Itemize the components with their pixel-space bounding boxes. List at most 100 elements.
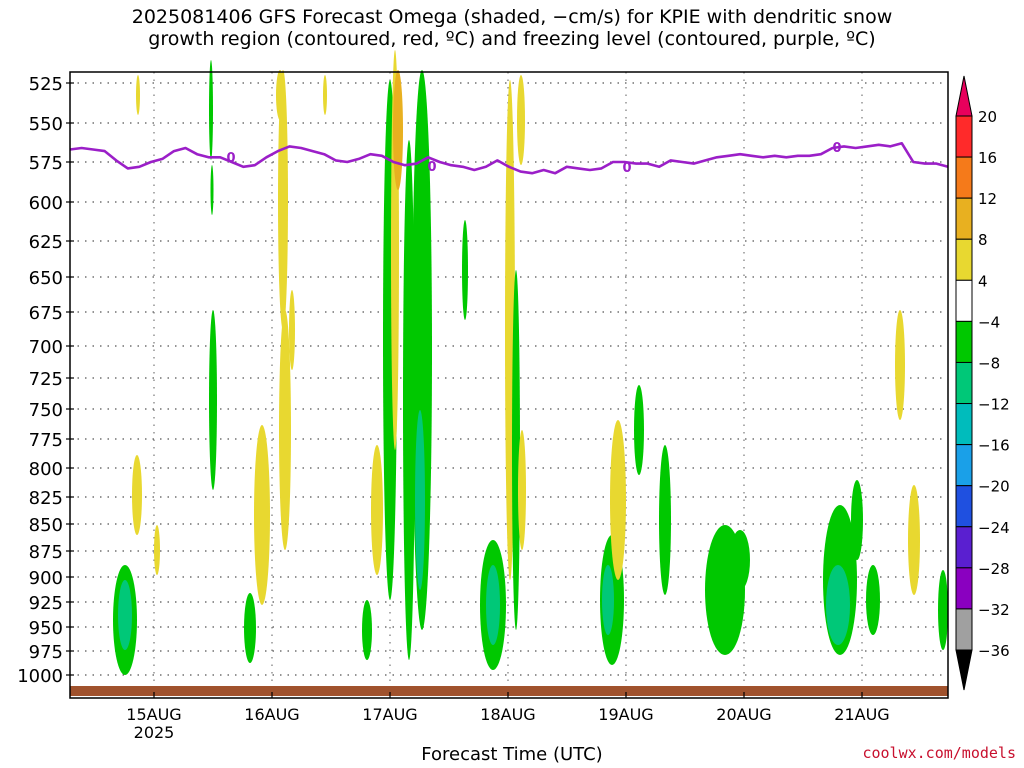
y-tick-label: 800	[29, 459, 63, 480]
omega-blob	[136, 75, 140, 115]
colorbar-box	[955, 115, 973, 158]
colorbar-tick-label: 16	[978, 149, 997, 167]
omega-blob	[289, 290, 295, 370]
omega-blob	[362, 600, 372, 660]
y-tick-label: 650	[29, 268, 63, 289]
colorbar-tick-label: 20	[978, 108, 997, 126]
omega-blob	[323, 75, 327, 115]
title-line-2: growth region (contoured, red, ºC) and f…	[148, 28, 876, 50]
omega-blob	[730, 530, 750, 590]
omega-blob	[371, 445, 383, 575]
y-tick-label: 875	[29, 542, 63, 563]
ground-band	[70, 686, 948, 696]
y-tick-label: 575	[29, 153, 63, 174]
omega-blob	[659, 445, 671, 595]
x-axis-label: Forecast Time (UTC)	[421, 744, 603, 765]
freezing-level-label: 0	[832, 141, 841, 156]
omega-blob	[851, 480, 863, 560]
colorbar-tick-label: 8	[978, 231, 988, 249]
omega-blob	[610, 420, 626, 580]
colorbar-tick-label: −16	[978, 437, 1010, 455]
credit-text: coolwx.com/models	[862, 744, 1016, 762]
omega-blob	[403, 140, 415, 660]
y-tick-label: 1000	[17, 666, 63, 687]
x-tick-label: 16AUG	[244, 705, 299, 724]
omega-blob	[895, 310, 905, 420]
colorbar-box	[955, 567, 973, 610]
omega-blob	[602, 565, 614, 635]
x-tick-label: 20AUG	[716, 705, 771, 724]
colorbar-box	[955, 156, 973, 199]
omega-blob	[938, 570, 948, 650]
colorbar-tick-label: 4	[978, 272, 988, 290]
y-tick-label: 600	[29, 193, 63, 214]
y-tick-label: 950	[29, 618, 63, 639]
colorbar-tick-label: −28	[978, 560, 1010, 578]
omega-blob	[210, 165, 214, 215]
colorbar-tick-label: −4	[978, 313, 1000, 331]
y-tick-label: 700	[29, 337, 63, 358]
colorbar-tick-label: −8	[978, 354, 1000, 372]
x-tick-label: 19AUG	[598, 705, 653, 724]
title-line-1: 2025081406 GFS Forecast Omega (shaded, −…	[131, 6, 893, 28]
omega-blob	[278, 70, 288, 330]
omega-blob	[154, 525, 160, 575]
colorbar-tick-label: 12	[978, 190, 997, 208]
omega-blob	[908, 485, 920, 595]
y-tick-label: 900	[29, 568, 63, 589]
freezing-level-label: 0	[622, 161, 631, 176]
omega-blob	[209, 60, 213, 160]
omega-blob	[393, 70, 403, 190]
colorbar-tick-label: −20	[978, 478, 1010, 496]
colorbar-box	[955, 197, 973, 240]
omega-blob	[279, 310, 291, 550]
y-tick-label: 825	[29, 488, 63, 509]
colorbar: 20 16 12 8 4 −4 −8 −12 −16 −20 −24 −28 −32 −36	[955, 75, 1010, 691]
omega-blob	[254, 425, 270, 605]
colorbar-box	[955, 444, 973, 487]
freezing-level-contour: 0 0 0 0	[69, 141, 949, 176]
plot-frame	[69, 71, 949, 699]
y-tick-label: 550	[29, 114, 63, 135]
colorbar-box	[955, 485, 973, 528]
freezing-level-line	[69, 142, 949, 175]
freezing-level-label: 0	[226, 151, 235, 166]
omega-blob	[486, 565, 500, 645]
colorbar-box	[955, 279, 973, 322]
colorbar-tick-label: −12	[978, 396, 1010, 414]
y-tick-label: 675	[29, 303, 63, 324]
omega-blob	[462, 220, 468, 320]
omega-blob	[517, 75, 525, 165]
omega-blob	[866, 565, 880, 635]
colorbar-tick-label: −24	[978, 519, 1010, 537]
colorbar-box	[955, 320, 973, 363]
colorbar-tick-label: −36	[978, 642, 1010, 660]
y-tick-label: 850	[29, 515, 63, 536]
y-tick-label: 775	[29, 430, 63, 451]
chart-title: 2025081406 GFS Forecast Omega (shaded, −…	[0, 6, 1024, 50]
colorbar-box	[955, 608, 973, 651]
x-tick-label: 17AUG	[362, 705, 417, 724]
colorbar-box	[955, 526, 973, 569]
x-year-label: 2025	[134, 723, 175, 742]
x-tick-label: 15AUG	[126, 705, 181, 724]
y-tick-label: 750	[29, 400, 63, 421]
omega-blob	[518, 430, 526, 550]
axes	[66, 71, 949, 699]
omega-blob	[209, 310, 217, 490]
omega-blob	[826, 565, 850, 645]
x-tick-labels: 15AUG 16AUG 17AUG 18AUG 19AUG 20AUG 21AUG 2025	[126, 705, 889, 742]
omega-blob	[244, 593, 256, 663]
y-tick-labels: 525 550 575 600 625 650 675 700 725 750 775 800 825 8…	[17, 74, 63, 687]
colorbar-box	[955, 361, 973, 405]
x-tick-label: 21AUG	[834, 705, 889, 724]
colorbar-tick-label: −32	[978, 601, 1010, 619]
omega-blob	[118, 580, 132, 650]
y-tick-label: 725	[29, 369, 63, 390]
y-tick-label: 625	[29, 232, 63, 253]
y-tick-label: 525	[29, 74, 63, 95]
omega-blob	[512, 270, 520, 630]
colorbar-box	[955, 403, 973, 446]
freezing-level-label: 0	[427, 160, 436, 175]
